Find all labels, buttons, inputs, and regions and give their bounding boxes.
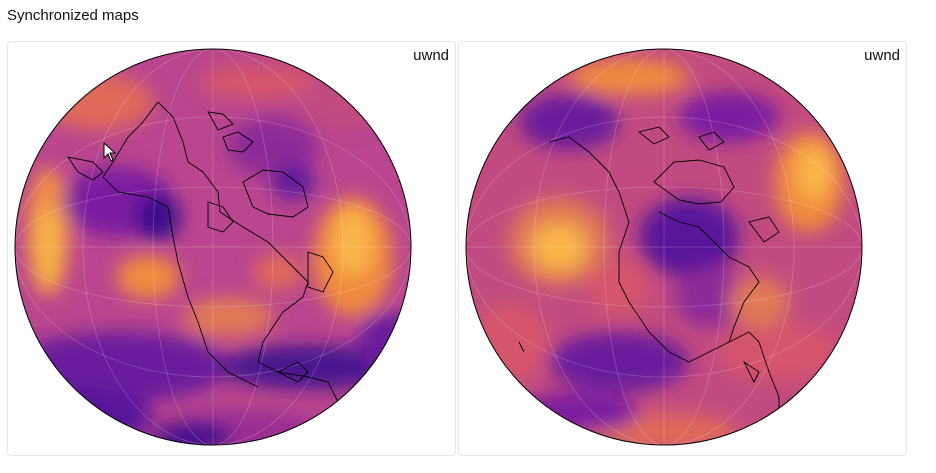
map-label-right: uwnd	[864, 47, 900, 64]
coastlines-right	[518, 126, 780, 443]
wind-field-left	[15, 64, 411, 445]
globe-map-left[interactable]	[8, 42, 457, 457]
map-panel-left[interactable]: uwnd	[7, 41, 456, 456]
globe-outline-left	[14, 48, 412, 446]
globe-map-right[interactable]	[459, 42, 908, 457]
arrow-pointer-icon	[103, 142, 117, 162]
coastlines-left	[67, 101, 339, 438]
wind-field-right	[469, 59, 844, 445]
map-panel-right[interactable]: uwnd	[458, 41, 907, 456]
map-label-left: uwnd	[413, 47, 449, 64]
graticule-right	[466, 49, 862, 445]
globe-outline-right	[465, 48, 863, 446]
page-title: Synchronized maps	[7, 7, 139, 24]
